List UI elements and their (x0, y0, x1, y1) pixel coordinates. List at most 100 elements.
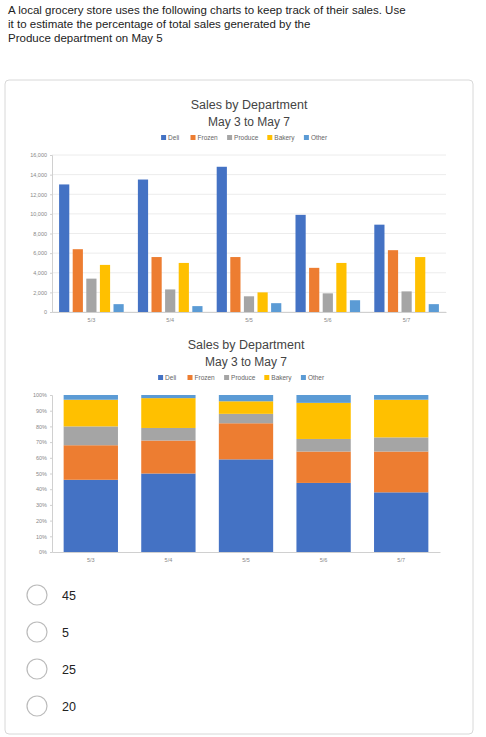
choice[interactable]: 45 (27, 585, 76, 605)
frame (5, 80, 473, 734)
y-tick: 40% (36, 486, 52, 492)
bar (230, 257, 240, 312)
choice-radio[interactable] (27, 622, 47, 642)
grid-line (52, 155, 446, 156)
y-tick-label: 14,000 (30, 172, 47, 178)
x-tick-label: 5/5 (245, 317, 253, 323)
bar (295, 215, 305, 312)
bar (388, 250, 398, 312)
y-tick: 14,000 (30, 172, 52, 178)
bar-segment (141, 474, 195, 553)
x-axis: 5/35/45/55/65/7 (53, 552, 441, 563)
legend-label: Bakery (271, 374, 292, 382)
legend-label: Other (308, 374, 325, 381)
legend-label: Deli (168, 134, 179, 141)
choice-radio[interactable] (27, 696, 47, 716)
legend-swatch (224, 375, 229, 380)
y-tick: 60% (36, 455, 52, 461)
choice-label[interactable]: 25 (62, 663, 76, 677)
x-tick-label: 5/6 (324, 317, 332, 323)
bar-segment (64, 426, 118, 445)
choice-label[interactable]: 45 (62, 589, 76, 603)
y-tick-mark (50, 312, 52, 313)
grid-line (52, 233, 446, 234)
bar (415, 257, 425, 312)
y-tick-mark (50, 521, 52, 522)
y-tick-mark (50, 214, 52, 215)
y-tick: 90% (36, 408, 52, 414)
y-tick-label: 2,000 (33, 290, 47, 296)
choice[interactable]: 25 (27, 659, 76, 679)
x-tick: 5/5 (245, 312, 253, 323)
bar (374, 225, 384, 312)
y-tick: 10,000 (30, 211, 52, 217)
bar (86, 279, 96, 312)
grid-line (52, 213, 446, 214)
choice-radio[interactable] (27, 585, 47, 605)
bar-segment (219, 414, 273, 423)
y-tick: 80% (36, 424, 52, 430)
choice[interactable]: 5 (27, 622, 69, 642)
choice-label[interactable]: 5 (62, 626, 69, 640)
x-tick-label: 5/7 (397, 557, 405, 563)
y-tick-label: 4,000 (33, 270, 47, 276)
choice-label[interactable]: 20 (62, 700, 76, 714)
legend-swatch (301, 375, 306, 380)
y-tick-label: 80% (36, 424, 47, 430)
legend-label: Frozen (198, 134, 219, 141)
y-tick-mark (50, 273, 52, 274)
legend: DeliFrozenProduceBakeryOther (161, 134, 328, 142)
legend-label: Deli (165, 374, 176, 381)
x-tick-label: 5/5 (242, 557, 250, 563)
y-axis: 0%10%20%30%40%50%60%70%80%90%100% (33, 392, 53, 555)
y-tick: 70% (36, 439, 52, 445)
bar (401, 291, 411, 312)
grid-line (52, 272, 446, 273)
bar (138, 180, 148, 312)
x-tick-label: 5/4 (165, 557, 173, 563)
y-tick: 10% (36, 534, 52, 540)
legend-swatch (191, 135, 196, 140)
x-tick: 5/7 (397, 552, 405, 563)
x-tick-label: 5/3 (88, 317, 96, 323)
bar-segment (141, 398, 195, 428)
legend-swatch (188, 375, 193, 380)
grid-line (52, 292, 446, 293)
y-tick-mark (50, 395, 52, 396)
question-text: A local grocery store uses the following… (8, 4, 406, 16)
bar-segment (296, 395, 350, 403)
bar-segment (374, 452, 428, 493)
bar-segment (64, 395, 118, 400)
x-axis: 5/35/45/55/65/7 (53, 312, 447, 323)
grid-line (52, 174, 446, 175)
y-tick-mark (50, 552, 52, 553)
y-tick: 8,000 (33, 231, 52, 237)
legend-swatch (264, 375, 269, 380)
x-axis-line (53, 312, 447, 313)
legend-swatch (267, 135, 272, 140)
legend-label: Bakery (274, 134, 295, 142)
bar-segment (296, 483, 350, 552)
bars (64, 395, 429, 552)
bar-segment (374, 492, 428, 552)
y-tick-label: 70% (36, 439, 47, 445)
bar (114, 304, 124, 312)
chart-title: Sales by Department (191, 98, 308, 112)
y-tick-label: 0 (44, 309, 47, 315)
y-axis: 02,0004,0006,0008,00010,00012,00014,0001… (30, 152, 52, 315)
chart: Sales by Department May 3 to May 7 Deli Fro… (30, 98, 446, 323)
page: A local grocery store uses the following… (0, 0, 486, 737)
y-tick: 30% (36, 502, 52, 508)
bar-segment (296, 439, 350, 452)
y-tick-label: 90% (36, 408, 47, 414)
y-tick-mark (50, 442, 52, 443)
y-axis-line (50, 396, 53, 553)
legend: DeliFrozenProduceBakeryOther (158, 374, 325, 382)
x-tick: 5/5 (242, 552, 250, 563)
bar-segment (64, 400, 118, 427)
choice-radio[interactable] (27, 659, 47, 679)
bar (244, 296, 254, 312)
chart-subtitle: May 3 to May 7 (208, 115, 290, 129)
choice[interactable]: 20 (27, 696, 76, 716)
bars (59, 167, 439, 312)
